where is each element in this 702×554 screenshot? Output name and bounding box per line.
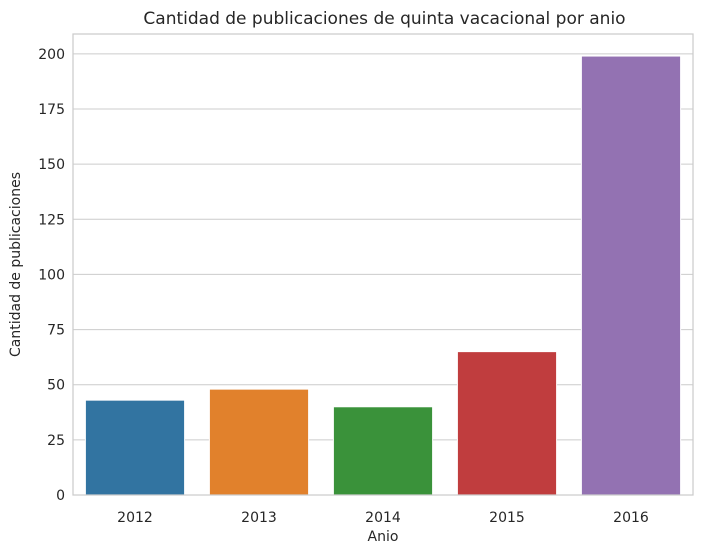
x-axis-label: Anio xyxy=(368,529,399,545)
bar-2012 xyxy=(84,399,186,496)
x-tick-label: 2013 xyxy=(241,510,277,526)
x-tick-label: 2014 xyxy=(365,510,401,526)
y-tick-label: 150 xyxy=(38,157,65,173)
bar-2016 xyxy=(580,55,682,496)
y-tick-label: 50 xyxy=(47,378,65,394)
bars xyxy=(84,55,682,496)
bar-2013 xyxy=(208,388,310,496)
bar-2014 xyxy=(332,406,434,496)
x-tick-label: 2012 xyxy=(117,510,153,526)
y-axis-label: Cantidad de publicaciones xyxy=(8,172,24,357)
chart-title: Cantidad de publicaciones de quinta vaca… xyxy=(143,9,625,29)
y-tick-label: 100 xyxy=(38,267,65,283)
x-tick-label: 2015 xyxy=(489,510,525,526)
plot-frame xyxy=(72,33,694,496)
y-axis-ticks: 0 25 50 75 100 125 150 175 200 xyxy=(38,47,65,504)
y-tick-label: 0 xyxy=(56,488,65,504)
y-tick-label: 25 xyxy=(47,433,65,449)
y-tick-label: 125 xyxy=(38,212,65,228)
bar-2015 xyxy=(456,351,558,496)
y-tick-label: 75 xyxy=(47,323,65,339)
y-tick-label: 200 xyxy=(38,47,65,63)
x-tick-label: 2016 xyxy=(613,510,649,526)
x-axis-ticks: 2012 2013 2014 2015 2016 xyxy=(117,510,649,526)
y-tick-label: 175 xyxy=(38,102,65,118)
